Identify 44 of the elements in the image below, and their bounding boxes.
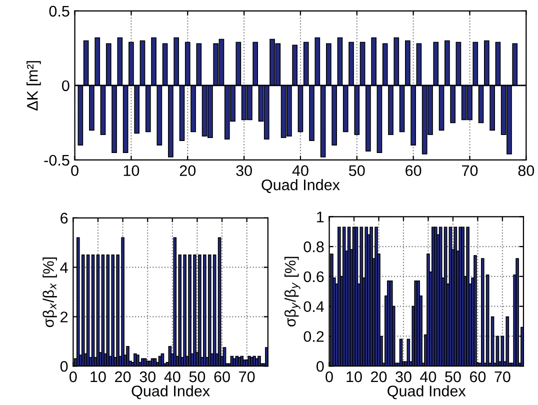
x-axis-title: Quad Index [262,179,340,194]
y-tick-label: 1 [317,212,324,222]
y-axis-title: σβ$_{y}$/β$_{y}$ [%] [284,256,300,327]
x-tick-label: 10 [124,165,140,176]
x-tick-label: 80 [518,165,534,176]
x-tick-label: 0 [326,371,333,382]
x-axis-title: Quad Index [132,385,210,400]
x-tick-label: 0 [70,371,77,382]
x-tick-label: 50 [189,371,206,382]
x-tick-label: 70 [239,371,255,382]
x-tick-label: 10 [346,371,362,382]
x-tick-label: 20 [180,165,196,176]
y-tick-label: 0.6 [304,271,324,282]
y-tick-label: 0.4 [304,301,324,312]
y-axis-title: σβ$_{x}$/β$_{x}$ [%] [42,257,57,328]
y-tick-label: 0 [60,360,68,372]
x-tick-label: 40 [164,371,180,382]
x-tick-label: 0 [71,165,78,176]
y-tick-label: 0.2 [304,331,324,342]
x-tick-label: 70 [494,371,510,382]
x-tick-label: 30 [236,165,252,176]
x-tick-label: 10 [90,371,106,382]
x-tick-label: 60 [406,165,422,176]
x-tick-label: 30 [396,371,412,382]
x-tick-label: 30 [140,371,156,382]
x-tick-label: 50 [349,165,365,176]
y-tick-label: -0.5 [44,154,70,166]
y-tick-label: 2 [60,312,68,322]
x-tick-label: 40 [292,165,308,176]
y-tick-label: 0 [316,360,324,372]
y-tick-label: 0.8 [304,241,324,252]
x-tick-label: 70 [462,165,478,176]
y-tick-label: 0.5 [49,6,70,17]
x-tick-label: 20 [115,371,131,382]
x-tick-label: 50 [445,371,461,382]
y-tick-label: 6 [60,212,68,224]
x-axis-title: Quad Index [388,385,466,400]
x-tick-label: 20 [371,371,387,382]
y-axis-title: ΔK [m²] [26,61,41,110]
x-tick-label: 40 [420,371,436,382]
y-tick-label: 0 [62,80,70,92]
x-tick-label: 60 [470,371,486,382]
x-tick-label: 60 [214,371,230,382]
y-tick-label: 4 [60,262,68,273]
